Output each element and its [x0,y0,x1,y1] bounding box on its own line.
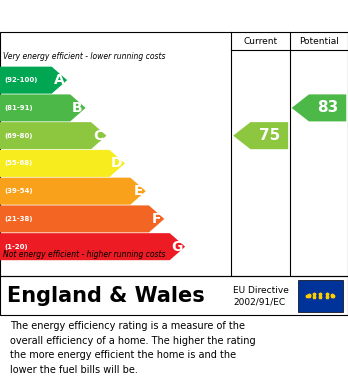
Polygon shape [0,205,164,232]
Text: Potential: Potential [299,37,339,46]
Text: England & Wales: England & Wales [7,285,205,306]
Text: A: A [54,73,64,87]
Text: Current: Current [244,37,278,46]
Polygon shape [0,150,125,177]
Text: The energy efficiency rating is a measure of the
overall efficiency of a home. T: The energy efficiency rating is a measur… [10,321,256,375]
Text: E: E [134,184,143,198]
Text: 75: 75 [259,128,280,143]
Text: (1-20): (1-20) [4,244,28,250]
Text: (69-80): (69-80) [4,133,33,139]
Polygon shape [0,66,67,94]
Polygon shape [233,122,288,149]
Text: (81-91): (81-91) [4,105,33,111]
Text: D: D [111,156,122,170]
Text: Not energy efficient - higher running costs: Not energy efficient - higher running co… [3,250,166,259]
Polygon shape [0,178,146,204]
Polygon shape [0,233,185,260]
Text: 2002/91/EC: 2002/91/EC [233,298,285,307]
Polygon shape [0,122,106,149]
Text: B: B [72,101,83,115]
Text: G: G [171,240,182,254]
Text: EU Directive: EU Directive [233,287,289,296]
Text: Energy Efficiency Rating: Energy Efficiency Rating [10,7,239,25]
Text: Very energy efficient - lower running costs: Very energy efficient - lower running co… [3,52,166,61]
Bar [298,280,343,312]
Text: (55-68): (55-68) [4,160,32,167]
Text: C: C [93,129,104,143]
Text: (92-100): (92-100) [4,77,38,83]
Text: (39-54): (39-54) [4,188,33,194]
Text: F: F [152,212,161,226]
Polygon shape [292,94,346,122]
Polygon shape [0,94,86,122]
Text: 83: 83 [317,100,338,115]
Text: (21-38): (21-38) [4,216,33,222]
